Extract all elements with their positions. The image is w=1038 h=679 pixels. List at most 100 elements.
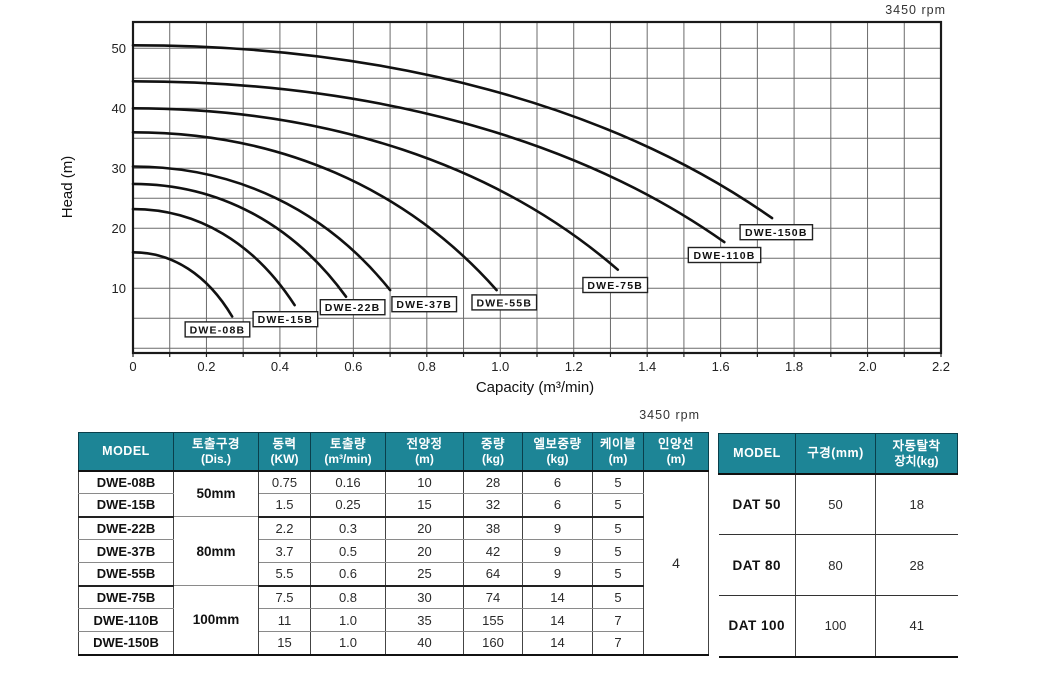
power-cell: 0.75: [258, 470, 311, 494]
dat-header-row: MODEL 구경(mm) 자동탈착 장치(kg): [718, 433, 958, 475]
elbow-weight-cell: 6: [522, 493, 593, 518]
elbow-weight-cell: 14: [522, 608, 593, 632]
curve-label-box-DWE-150B: [739, 223, 814, 241]
head-cell: 35: [385, 608, 464, 632]
dat-model-cell: DAT 100: [718, 595, 796, 658]
curve-label-DWE-55B: DWE-55B: [476, 297, 532, 309]
flow-cell: 1.0: [310, 631, 386, 656]
flow-cell: 0.5: [310, 539, 386, 563]
curve-label-box-DWE-22B: [319, 299, 386, 316]
weight-cell: 32: [463, 493, 523, 518]
spec-table-rpm-label: 3450 rpm: [639, 408, 700, 422]
auto-coupling-table: MODEL 구경(mm) 자동탈착 장치(kg) DAT 50 50 18 DAT…: [718, 433, 958, 658]
cable-cell: 5: [592, 585, 644, 609]
power-cell: 15: [258, 631, 311, 656]
dat-model-cell: DAT 80: [718, 534, 796, 596]
power-cell: 1.5: [258, 493, 311, 518]
model-cell: DWE-55B: [78, 562, 174, 587]
x-tick-label: 2.2: [932, 359, 950, 374]
curve-DWE-110B: [131, 80, 726, 244]
curve-DWE-75B: [131, 107, 620, 271]
elbow-weight-cell: 9: [522, 539, 593, 563]
pump-performance-chart: DWE-08B DWE-15B DWE-22B DWE-37B DWE-55B DWE-7…: [59, 20, 950, 396]
head-cell: 15: [385, 493, 464, 518]
y-axis-title: Head (m): [59, 156, 76, 219]
table-row: DAT 100 100 41: [718, 595, 958, 658]
cable-cell: 5: [592, 470, 644, 494]
curve-label-DWE-37B: DWE-37B: [396, 299, 452, 311]
x-tick-label: 1.2: [565, 359, 583, 374]
col-header-total-head: 전양정 (m): [385, 432, 464, 472]
x-tick-label: 0: [129, 359, 136, 374]
col-header-cable: 케이블 (m): [592, 432, 644, 472]
elbow-weight-cell: 6: [522, 470, 593, 494]
table-row: DWE-150B 15 1.0 40 160 14 7: [78, 631, 709, 656]
discharge-bore-cell: 100mm: [173, 585, 259, 655]
curve-DWE-37B: [131, 165, 392, 292]
y-tick-label: 40: [112, 101, 126, 116]
power-cell: 5.5: [258, 562, 311, 587]
coupling-weight-cell: 18: [875, 473, 958, 535]
bore-cell: 80: [795, 534, 876, 596]
x-tick-label: 1.0: [491, 359, 509, 374]
power-cell: 7.5: [258, 585, 311, 609]
col-header-coupling-weight: 자동탈착 장치(kg): [875, 433, 958, 475]
table-row: DWE-22B 80mm 2.2 0.3 20 38 9 5: [78, 516, 709, 586]
model-cell: DWE-15B: [78, 493, 174, 518]
y-tick-label: 30: [112, 161, 126, 176]
elbow-weight-cell: 9: [522, 562, 593, 587]
model-cell: DWE-22B: [78, 516, 174, 540]
curve-label-box-DWE-55B: [471, 294, 538, 311]
chart-rpm-label: 3450 rpm: [885, 3, 946, 17]
flow-cell: 0.8: [310, 585, 386, 609]
spec-header-row: MODEL 토출구경 (Dis.) 동력 (KW) 토출량 (m³/min) 전양정(…: [78, 432, 709, 472]
table-row: DAT 80 80 28: [718, 534, 958, 596]
col-header-model: MODEL: [78, 432, 174, 472]
cable-cell: 5: [592, 516, 644, 540]
power-cell: 3.7: [258, 539, 311, 563]
flow-cell: 0.6: [310, 562, 386, 587]
curve-DWE-150B: [131, 44, 774, 220]
model-cell: DWE-150B: [78, 631, 174, 656]
x-tick-label: 0.4: [271, 359, 289, 374]
dat-model-cell: DAT 50: [718, 473, 796, 535]
flow-cell: 1.0: [310, 608, 386, 632]
weight-cell: 64: [463, 562, 523, 587]
head-cell: 30: [385, 585, 464, 609]
cable-cell: 5: [592, 562, 644, 587]
head-cell: 25: [385, 562, 464, 587]
table-row: DWE-110B 11 1.0 35 155 14 7: [78, 608, 709, 632]
col-header-dat-model: MODEL: [718, 433, 796, 475]
curve-label-box-DWE-110B: [687, 246, 762, 264]
curve-label-box-DWE-75B: [582, 276, 649, 294]
head-cell: 10: [385, 470, 464, 494]
y-tick-label: 20: [112, 221, 126, 236]
curve-label-DWE-15B: DWE-15B: [258, 314, 314, 326]
x-tick-label: 0.8: [418, 359, 436, 374]
elbow-weight-cell: 14: [522, 585, 593, 609]
x-tick-label: 2.0: [859, 359, 877, 374]
curve-label-box-DWE-37B: [391, 296, 458, 313]
power-cell: 11: [258, 608, 311, 632]
col-header-discharge-rate: 토출량 (m³/min): [310, 432, 386, 472]
table-row: DWE-55B 5.5 0.6 25 64 9 5: [78, 562, 709, 587]
weight-cell: 74: [463, 585, 523, 609]
model-cell: DWE-110B: [78, 608, 174, 632]
coupling-weight-cell: 41: [875, 595, 958, 658]
flow-cell: 0.16: [310, 470, 386, 494]
weight-cell: 42: [463, 539, 523, 563]
curve-label-DWE-75B: DWE-75B: [587, 280, 643, 292]
curve-label-box-DWE-08B: [184, 321, 251, 338]
col-header-bore: 구경(mm): [795, 433, 876, 475]
cable-cell: 5: [592, 493, 644, 518]
curve-DWE-15B: [131, 207, 296, 307]
weight-cell: 38: [463, 516, 523, 540]
col-header-weight: 중량 (kg): [463, 432, 523, 472]
col-header-lifting-rope: 인양선 (m): [643, 432, 709, 472]
elbow-weight-cell: 14: [522, 631, 593, 656]
cable-cell: 7: [592, 631, 644, 656]
x-tick-label: 1.8: [785, 359, 803, 374]
bore-cell: 100: [795, 595, 876, 658]
x-tick-label: 1.4: [638, 359, 656, 374]
